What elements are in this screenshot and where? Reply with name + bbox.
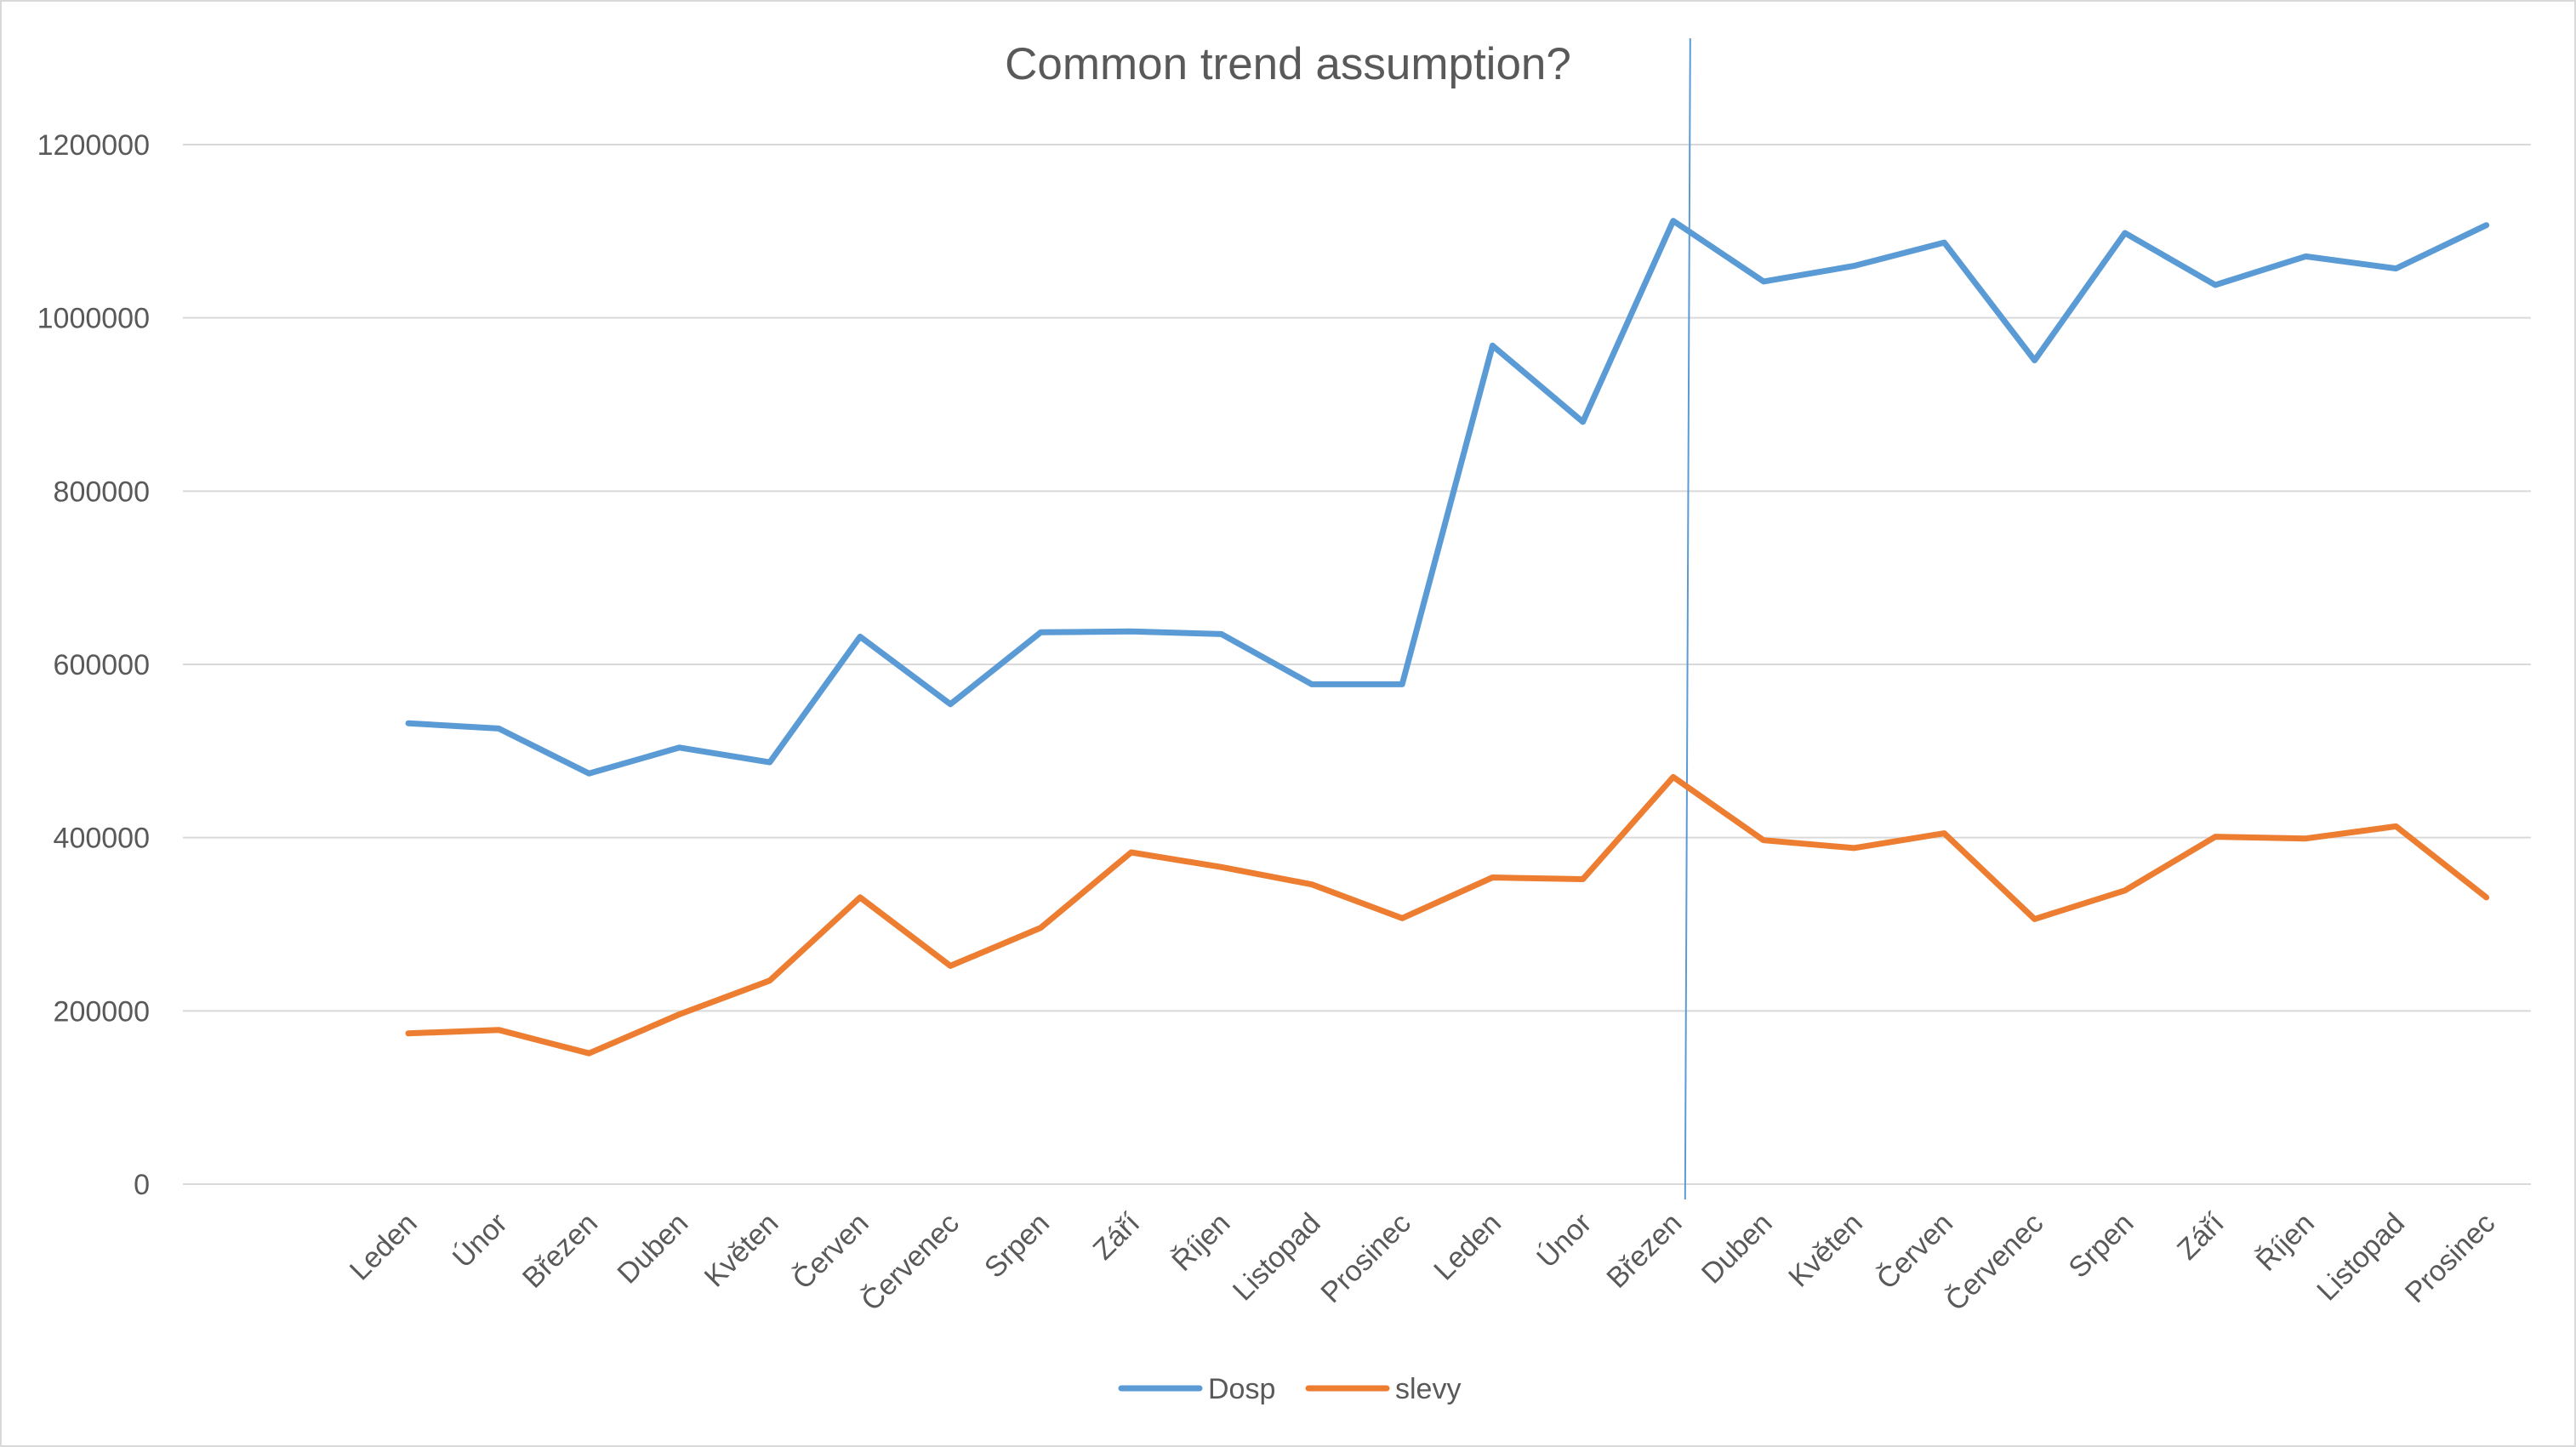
data-point xyxy=(498,727,499,729)
data-point xyxy=(1491,877,1493,879)
data-point xyxy=(2395,825,2396,827)
data-point xyxy=(588,1052,590,1054)
data-point xyxy=(1582,879,1584,880)
x-tick-label: Říjen xyxy=(2250,1207,2321,1278)
data-point xyxy=(1311,683,1313,685)
x-tick-label: Duben xyxy=(1695,1207,1779,1290)
x-tick-label: Červen xyxy=(1871,1207,1959,1296)
data-point xyxy=(859,897,861,898)
data-point xyxy=(2395,268,2396,270)
x-tick-label: Srpen xyxy=(2062,1207,2140,1285)
data-point xyxy=(1853,265,1855,267)
data-point xyxy=(2124,890,2126,892)
data-point xyxy=(1763,840,1764,841)
x-tick-label: Listopad xyxy=(1227,1207,1327,1307)
y-tick-label: 0 xyxy=(134,1169,150,1201)
x-tick-label: Duben xyxy=(612,1207,695,1290)
x-tick-label: Srpen xyxy=(978,1207,1056,1285)
data-point xyxy=(2124,232,2126,234)
x-tick-label: Červen xyxy=(786,1207,875,1296)
x-tick-label: Leden xyxy=(1428,1207,1507,1287)
x-tick-label: Březen xyxy=(1600,1207,1688,1295)
x-tick-label: Leden xyxy=(344,1207,424,1287)
y-tick-label: 200000 xyxy=(54,995,150,1028)
x-tick-label: Září xyxy=(1087,1206,1147,1266)
data-point xyxy=(2214,836,2216,838)
data-point xyxy=(2305,255,2306,257)
data-point xyxy=(679,747,681,749)
gridlines xyxy=(183,144,2531,1185)
data-point xyxy=(1221,866,1222,868)
data-point xyxy=(769,761,771,763)
x-tick-label: Květen xyxy=(1782,1207,1869,1294)
data-point xyxy=(2034,918,2036,920)
data-point xyxy=(1131,630,1132,632)
data-point xyxy=(588,772,590,774)
series-line-slevy xyxy=(405,773,2490,1057)
x-tick-label: Prosinec xyxy=(1314,1207,1416,1309)
data-point xyxy=(1040,927,1041,929)
x-tick-label: Únor xyxy=(447,1207,514,1274)
data-point xyxy=(1943,833,1945,835)
x-tick-label: Únor xyxy=(1530,1207,1598,1274)
divider-line xyxy=(1684,37,1691,1200)
chart-title: Common trend assumption? xyxy=(1005,39,1571,89)
x-tick-label: Říjen xyxy=(1165,1207,1236,1278)
y-tick-label: 600000 xyxy=(54,649,150,681)
data-point xyxy=(769,980,771,982)
data-point xyxy=(1221,633,1222,635)
data-point xyxy=(1401,917,1403,919)
x-tick-label: Květen xyxy=(698,1207,785,1294)
data-point xyxy=(2486,897,2488,898)
data-point xyxy=(1763,281,1764,282)
data-point xyxy=(1582,421,1584,423)
data-point xyxy=(1040,631,1041,633)
x-tick-label: Březen xyxy=(516,1207,604,1295)
x-axis: Leden Únor Březen Duben Květen ČervenČervenec… xyxy=(344,1206,2501,1317)
data-point xyxy=(407,1033,409,1034)
data-point xyxy=(1401,683,1403,685)
y-tick-label: 1200000 xyxy=(37,129,150,162)
y-tick-label: 800000 xyxy=(54,476,150,508)
data-point xyxy=(2305,838,2306,840)
x-tick-label: Listopad xyxy=(2311,1207,2411,1307)
data-point xyxy=(2034,360,2036,362)
y-tick-label: 1000000 xyxy=(37,303,150,335)
data-point xyxy=(1673,220,1674,222)
legend-label: Dosp xyxy=(1208,1373,1275,1405)
legend-label: slevy xyxy=(1395,1373,1461,1405)
y-axis: 0 200000 400000 600000 800000 1000000 1200000 xyxy=(37,129,150,1201)
series-line-dosp xyxy=(405,218,2490,777)
x-tick-label: Červenec xyxy=(1939,1207,2049,1318)
x-tick-label: Prosinec xyxy=(2399,1207,2501,1309)
data-point xyxy=(2486,225,2488,226)
data-point xyxy=(949,704,951,705)
data-point xyxy=(1943,242,1945,243)
y-tick-label: 400000 xyxy=(54,823,150,855)
legend: Dosp slevy xyxy=(1118,1373,1461,1405)
annotations xyxy=(1684,37,1691,1200)
series-lines xyxy=(405,218,2490,1057)
data-point xyxy=(1131,852,1132,853)
data-point xyxy=(859,635,861,637)
data-point xyxy=(1491,345,1493,346)
data-point xyxy=(1853,847,1855,849)
data-point xyxy=(407,722,409,724)
x-tick-label: Červenec xyxy=(855,1207,966,1318)
data-point xyxy=(949,965,951,966)
data-point xyxy=(1311,884,1313,886)
data-point xyxy=(498,1029,499,1031)
data-point xyxy=(679,1013,681,1015)
x-tick-label: Září xyxy=(2171,1206,2231,1266)
data-point xyxy=(1673,776,1674,778)
data-point xyxy=(2214,284,2216,286)
